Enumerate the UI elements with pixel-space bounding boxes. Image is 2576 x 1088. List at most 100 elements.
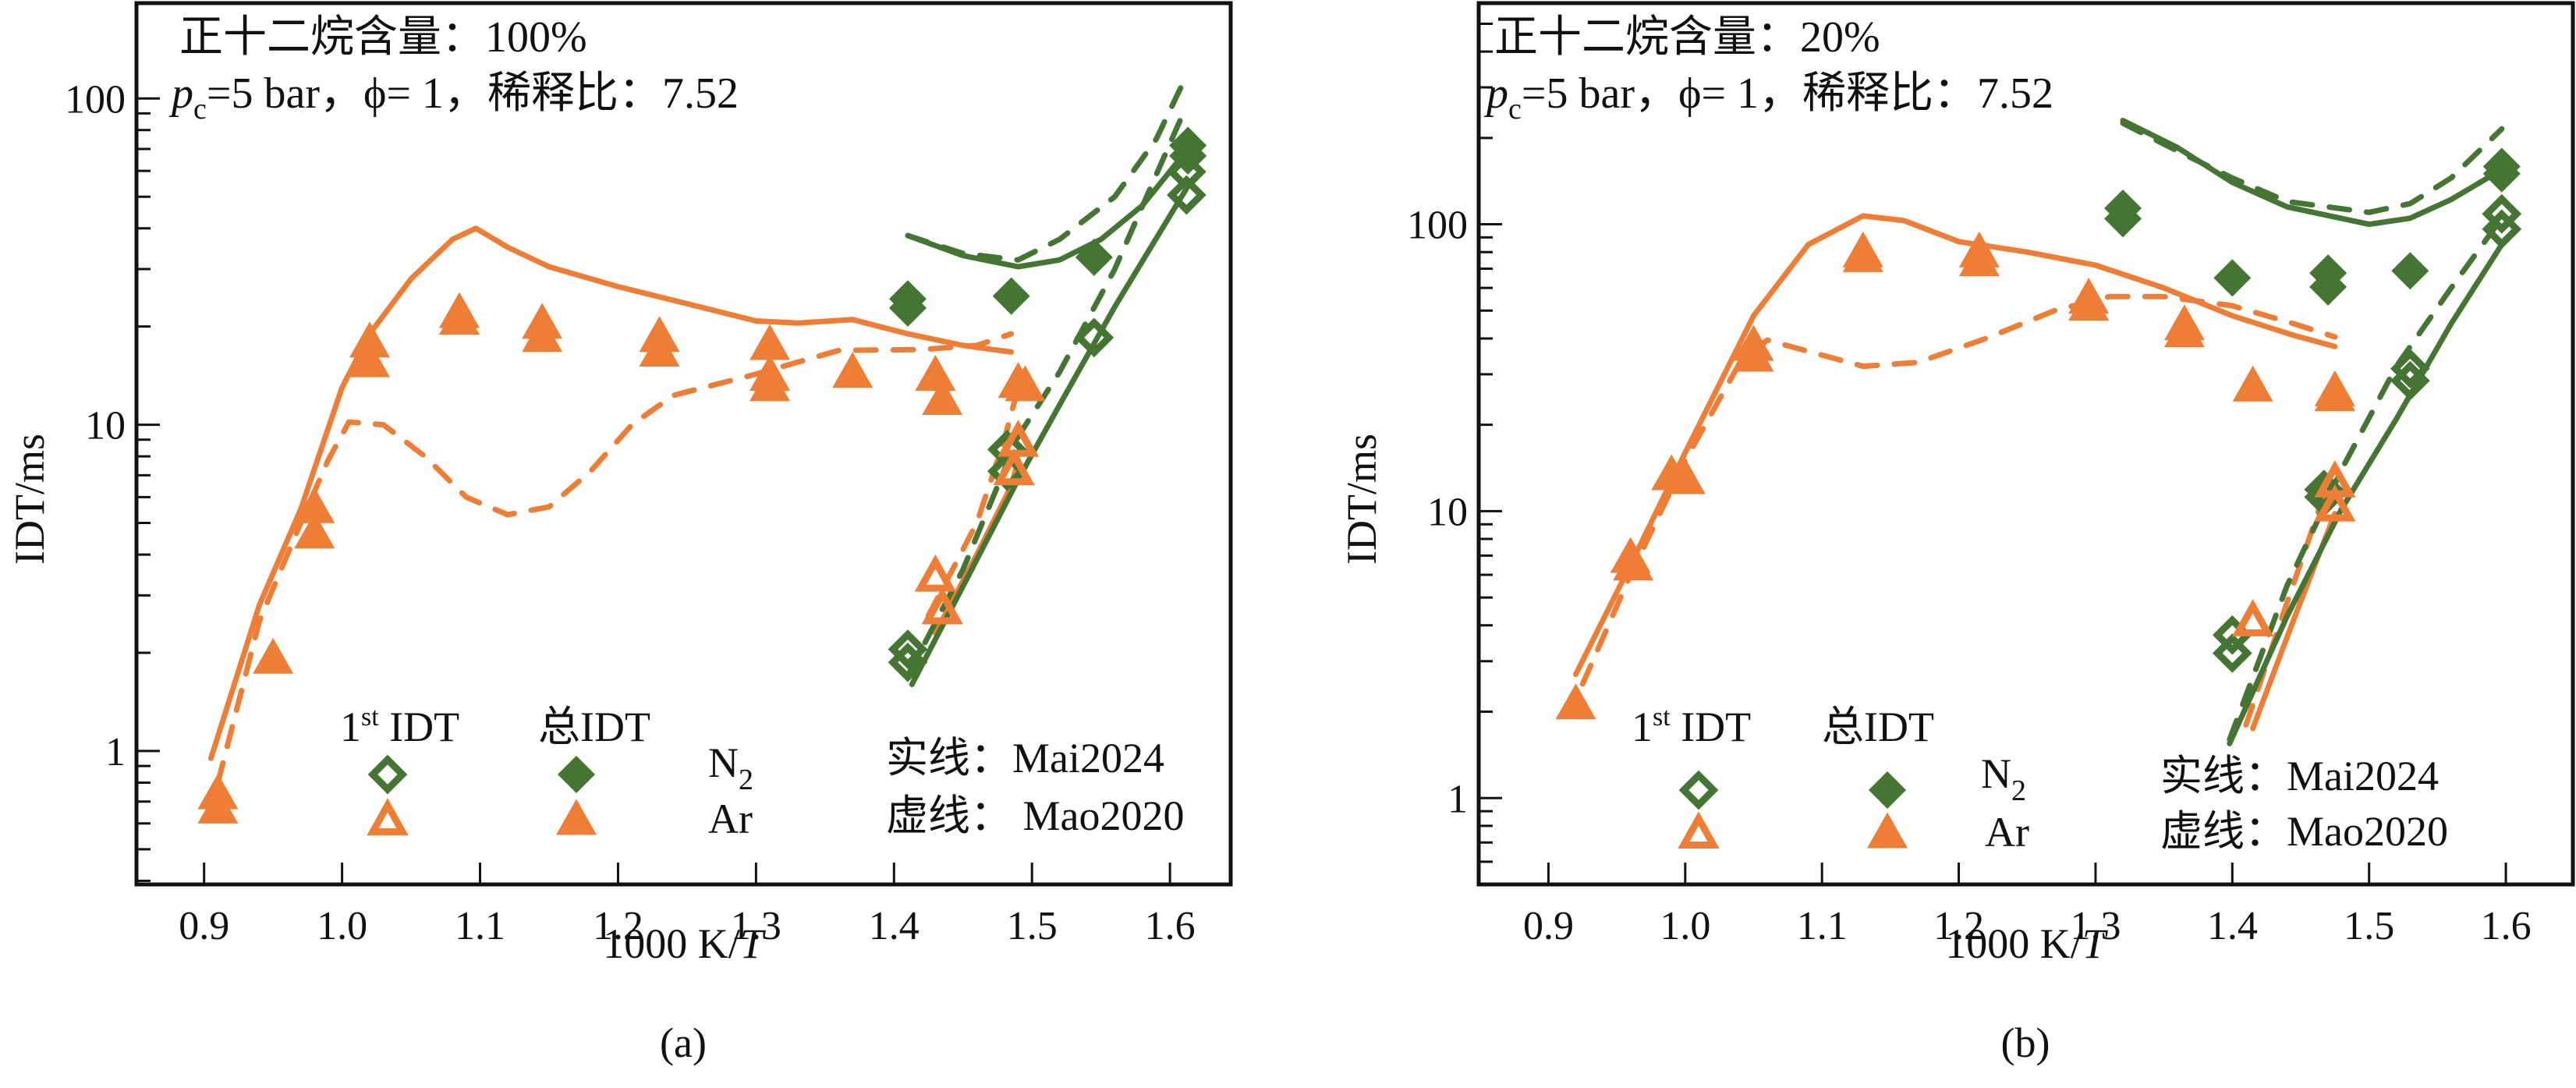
y-axis-title: IDT/ms bbox=[1338, 434, 1385, 565]
legend-n2-total-marker bbox=[558, 756, 595, 793]
data-point-triangle-open bbox=[993, 448, 1035, 486]
x-tick-label: 0.9 bbox=[1523, 904, 1574, 948]
data-point-triangle-filled bbox=[1842, 236, 1883, 272]
model-line-mao2020-1 bbox=[1579, 293, 2338, 687]
data-point-triangle-open bbox=[2231, 599, 2274, 636]
x-tick-label: 1.3 bbox=[731, 904, 781, 948]
x-tick-label: 1.2 bbox=[1933, 904, 1984, 948]
annotation-title-line1: 正十二烷含量：100% bbox=[179, 13, 587, 62]
model-line-mai2024-4 bbox=[2120, 118, 2505, 228]
x-tick-label: 1.0 bbox=[1660, 904, 1710, 948]
model-line-mai2024-6 bbox=[909, 186, 1189, 687]
data-point-diamond-filled bbox=[889, 289, 927, 327]
model-line-mao2020-5 bbox=[905, 69, 1191, 263]
y-tick-label: 10 bbox=[85, 404, 126, 448]
x-tick-label: 0.9 bbox=[179, 904, 229, 948]
x-tick-label: 1.3 bbox=[2070, 904, 2121, 948]
legend-n2-total-marker bbox=[1869, 771, 1906, 809]
x-tick-label: 1.5 bbox=[1007, 904, 1058, 948]
data-point-triangle-filled bbox=[439, 299, 480, 335]
y-tick-label: 10 bbox=[1427, 490, 1468, 534]
model-lines bbox=[208, 69, 1191, 785]
x-tick-label: 1.1 bbox=[455, 904, 505, 948]
data-point-triangle-filled bbox=[1613, 544, 1654, 581]
legend-n2-first-marker bbox=[367, 754, 408, 795]
legend-n2-first-marker bbox=[1678, 770, 1719, 810]
data-point-triangle-filled bbox=[522, 316, 563, 353]
x-tick-label: 1.1 bbox=[1797, 904, 1848, 948]
annotation-title-line2: pc=5 bar，ϕ= 1，稀释比：7.52 bbox=[1483, 69, 2053, 126]
model-line-mai2024-0 bbox=[1573, 213, 2338, 678]
x-axis-title-var: T bbox=[740, 920, 767, 967]
data-point-triangle-open bbox=[997, 420, 1040, 457]
x-tick-label: 1.4 bbox=[2207, 904, 2258, 948]
panel-label: (b) bbox=[2001, 1019, 2050, 1066]
x-axis-title-prefix: 1000 K/ bbox=[1945, 920, 2082, 967]
x-tick-label: 1.6 bbox=[1145, 904, 1196, 948]
conditions-text: =5 bar，ϕ= 1，稀释比：7.52 bbox=[1522, 69, 2053, 118]
data-point-triangle-filled bbox=[832, 352, 873, 388]
model-line-mao2020-3 bbox=[2243, 480, 2331, 728]
pressure-subscript: c bbox=[193, 93, 207, 126]
data-point-triangle-filled bbox=[639, 330, 680, 367]
data-point-triangle-filled bbox=[1958, 240, 2000, 277]
legend-n2-label: N2 bbox=[708, 739, 753, 796]
panel-label: (a) bbox=[660, 1019, 707, 1066]
legend-header-first-idt: 1st IDT bbox=[1632, 703, 1751, 750]
annotation-title-line2: pc=5 bar，ϕ= 1，稀释比：7.52 bbox=[168, 69, 739, 126]
data-point-triangle-filled bbox=[294, 512, 335, 549]
data-point-diamond-open bbox=[888, 629, 928, 669]
x-axis-title-var: T bbox=[2082, 920, 2109, 967]
data-point-triangle-filled bbox=[1555, 683, 1596, 720]
data-point-diamond-filled bbox=[2482, 154, 2521, 193]
x-tick-label: 1.4 bbox=[869, 904, 919, 948]
data-point-triangle-filled bbox=[1664, 458, 1706, 494]
panel-a: 0.9 1.0 1.1 1.2 1.3 1.4 1.5 1.6 1 10 100 正十二烷含量：10… bbox=[6, 1, 1233, 1066]
data-point-diamond-filled bbox=[2104, 200, 2142, 238]
axes: 0.9 1.0 1.1 1.2 1.3 1.4 1.5 1.6 1 10 100 bbox=[65, 1, 1233, 948]
legend-n2-label: N2 bbox=[1981, 750, 2026, 807]
triangle-open-icon bbox=[367, 798, 409, 835]
y-tick-label: 1 bbox=[1447, 777, 1468, 821]
conditions-text: =5 bar，ϕ= 1，稀释比：7.52 bbox=[207, 69, 739, 118]
x-tick-label: 1.5 bbox=[2344, 904, 2394, 948]
data-point-diamond-filled bbox=[1075, 238, 1113, 276]
diamond-filled-icon bbox=[558, 756, 595, 793]
data-point-triangle-filled bbox=[349, 321, 390, 358]
legend-ar-first-marker bbox=[1678, 811, 1720, 849]
y-tick-label: 1 bbox=[105, 730, 126, 774]
data-point-diamond-open bbox=[2390, 349, 2430, 388]
x-tick-label: 1.6 bbox=[2481, 904, 2532, 948]
data-point-triangle-open bbox=[2314, 484, 2356, 522]
diamond-open-icon bbox=[1678, 770, 1719, 810]
legend-ar-first-marker bbox=[367, 798, 409, 835]
data-point-triangle-filled bbox=[294, 487, 335, 523]
legend-dashed-line-label: 虚线：Mao2020 bbox=[2160, 808, 2448, 855]
data-point-diamond-open bbox=[888, 642, 928, 682]
data-point-triangle-filled bbox=[2232, 365, 2273, 402]
legend: 1st IDT 总IDT N2 Ar 实线：Mai2024 虚线：Mao2020 bbox=[1632, 703, 2448, 856]
data-point-diamond-filled bbox=[1169, 136, 1207, 175]
pressure-subscript: c bbox=[1508, 93, 1522, 126]
data-point-triangle-open bbox=[914, 554, 957, 592]
triangle-open-icon bbox=[1678, 811, 1720, 849]
model-line-mao2020-5 bbox=[2120, 120, 2505, 215]
data-point-triangle-filled bbox=[253, 637, 294, 674]
x-tick-label: 1.0 bbox=[317, 904, 367, 948]
model-lines bbox=[1573, 118, 2505, 746]
data-markers bbox=[1555, 147, 2522, 720]
data-point-diamond-open bbox=[2482, 193, 2522, 234]
data-point-diamond-open bbox=[1074, 317, 1114, 358]
legend-dashed-line-label: 虚线： Mao2020 bbox=[886, 792, 1184, 839]
y-axis-title: IDT/ms bbox=[6, 434, 53, 565]
legend-ar-label: Ar bbox=[1985, 809, 2029, 856]
data-markers bbox=[197, 126, 1207, 824]
panel-b: 0.9 1.0 1.1 1.2 1.3 1.4 1.5 1.6 1 10 100 正十二烷含量：20… bbox=[1338, 1, 2575, 1066]
x-axis-title: 1000 K/T bbox=[603, 920, 767, 967]
legend-header-first-idt: 1st IDT bbox=[340, 703, 459, 750]
data-point-diamond-filled bbox=[2213, 259, 2252, 297]
data-point-triangle-filled bbox=[349, 341, 390, 377]
data-point-diamond-filled bbox=[2391, 252, 2429, 290]
legend-ar-label: Ar bbox=[708, 796, 753, 842]
